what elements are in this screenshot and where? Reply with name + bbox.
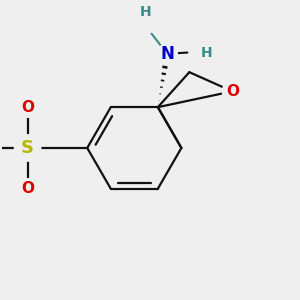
Text: H: H: [140, 5, 151, 19]
Circle shape: [14, 135, 41, 161]
Circle shape: [222, 81, 242, 101]
Circle shape: [17, 97, 38, 117]
Text: O: O: [21, 100, 34, 115]
Text: O: O: [226, 84, 239, 99]
Text: N: N: [160, 45, 174, 63]
Text: O: O: [21, 181, 34, 196]
Circle shape: [157, 44, 177, 64]
Text: H: H: [201, 46, 213, 60]
Text: S: S: [21, 139, 34, 157]
Circle shape: [17, 179, 38, 199]
